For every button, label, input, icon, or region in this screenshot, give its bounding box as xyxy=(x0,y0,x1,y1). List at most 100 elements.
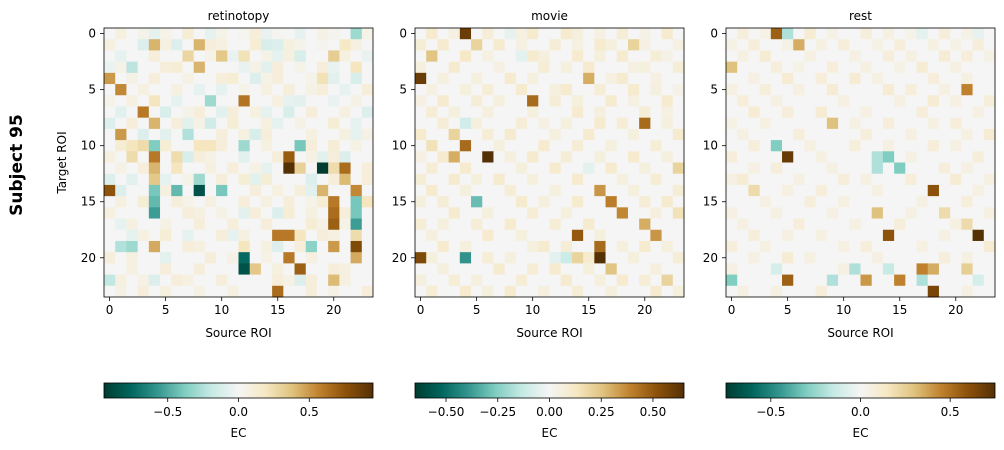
heatmap-cell xyxy=(770,173,783,186)
heatmap-cell xyxy=(339,252,351,264)
heatmap-cell xyxy=(804,117,817,130)
heatmap-cell xyxy=(171,151,183,163)
heatmap-cell xyxy=(916,117,929,130)
heatmap-cell xyxy=(871,196,884,208)
heatmap-cell xyxy=(171,162,183,175)
heatmap-cell xyxy=(104,207,116,219)
heatmap-cell xyxy=(583,84,595,96)
heatmap-cell xyxy=(426,106,438,119)
heatmap-cell xyxy=(216,196,228,208)
heatmap-cell xyxy=(216,263,228,275)
heatmap-cell xyxy=(160,84,172,96)
heatmap-cell xyxy=(260,84,273,96)
heatmap-cell xyxy=(339,274,351,287)
heatmap-cell xyxy=(871,61,884,74)
heatmap-cell xyxy=(860,196,873,208)
heatmap-cell xyxy=(471,173,483,186)
heatmap-cell xyxy=(672,196,685,208)
heatmap-cell xyxy=(115,151,127,163)
heatmap-cell xyxy=(328,84,340,96)
heatmap-cell xyxy=(249,229,262,242)
heatmap-cell xyxy=(482,274,494,287)
heatmap-cell xyxy=(415,207,427,219)
heatmap-cell xyxy=(882,207,895,219)
heatmap-cell xyxy=(571,196,584,208)
heatmap-cell xyxy=(305,39,318,51)
heatmap-cell xyxy=(216,229,228,242)
heatmap-cell xyxy=(171,50,183,63)
heatmap-cell xyxy=(471,218,483,231)
heatmap-cell xyxy=(272,50,284,63)
heatmap-cell xyxy=(804,28,817,40)
heatmap-cell xyxy=(482,162,494,175)
heatmap-cell xyxy=(737,207,749,219)
heatmap-cell xyxy=(238,28,251,40)
heatmap-cell xyxy=(560,117,573,130)
heatmap-cell xyxy=(504,229,517,242)
heatmap-cell xyxy=(104,84,116,96)
heatmap-cell xyxy=(972,61,985,74)
heatmap-cell xyxy=(459,117,472,130)
heatmap-cell xyxy=(459,263,472,275)
heatmap-cell xyxy=(583,72,595,85)
heatmap-cell xyxy=(782,252,794,264)
heatmap-cell xyxy=(571,252,584,264)
heatmap-cell xyxy=(748,117,761,130)
heatmap-cell xyxy=(316,162,329,175)
heatmap-cell xyxy=(193,263,206,275)
heatmap-cell xyxy=(339,84,351,96)
heatmap-cell xyxy=(549,263,562,275)
heatmap-cell xyxy=(571,274,584,287)
heatmap-cell xyxy=(448,39,461,51)
heatmap-cell xyxy=(182,263,195,275)
heatmap-cell xyxy=(294,285,307,298)
heatmap-cell xyxy=(316,84,329,96)
heatmap-cell xyxy=(238,39,251,51)
heatmap-cell xyxy=(249,28,262,40)
heatmap-cell xyxy=(770,263,783,275)
heatmap-cell xyxy=(137,151,150,163)
heatmap-cell xyxy=(182,240,195,253)
heatmap-cell xyxy=(950,263,962,275)
heatmap-cells xyxy=(415,28,685,298)
heatmap-cell xyxy=(504,218,517,231)
heatmap-cell xyxy=(849,128,861,141)
heatmap-cell xyxy=(426,173,438,186)
heatmap-cell xyxy=(759,184,772,197)
heatmap-cell xyxy=(437,218,450,231)
heatmap-cell xyxy=(148,173,161,186)
x-tick-label: 20 xyxy=(948,303,963,317)
heatmap-cell xyxy=(361,196,374,208)
heatmap-cell xyxy=(826,140,839,152)
heatmap-cell xyxy=(571,285,584,298)
heatmap-cell xyxy=(249,252,262,264)
heatmap-cell xyxy=(983,285,996,298)
heatmap-cell xyxy=(605,50,618,63)
heatmap-cell xyxy=(849,61,861,74)
heatmap-cell xyxy=(171,61,183,74)
heatmap-cell xyxy=(804,207,817,219)
heatmap-cell xyxy=(616,263,629,275)
heatmap-cell xyxy=(272,196,284,208)
heatmap-cell xyxy=(361,252,374,264)
heatmap-cell xyxy=(137,196,150,208)
heatmap-cell xyxy=(171,140,183,152)
heatmap-cell xyxy=(339,229,351,242)
heatmap-cell xyxy=(560,39,573,51)
heatmap-cell xyxy=(160,184,172,197)
heatmap-cell xyxy=(627,95,640,107)
heatmap-cell xyxy=(826,173,839,186)
heatmap-cell xyxy=(448,274,461,287)
heatmap-cell xyxy=(482,95,494,107)
heatmap-cell xyxy=(305,117,318,130)
heatmap-cell xyxy=(849,184,861,197)
heatmap-cell xyxy=(650,84,662,96)
heatmap-cell xyxy=(882,106,895,119)
heatmap-cell xyxy=(126,140,139,152)
heatmap-cell xyxy=(104,196,116,208)
heatmap-cell xyxy=(905,240,917,253)
heatmap-cell xyxy=(448,207,461,219)
heatmap-cell xyxy=(238,84,251,96)
heatmap-cell xyxy=(938,72,951,85)
heatmap-cell xyxy=(737,50,749,63)
